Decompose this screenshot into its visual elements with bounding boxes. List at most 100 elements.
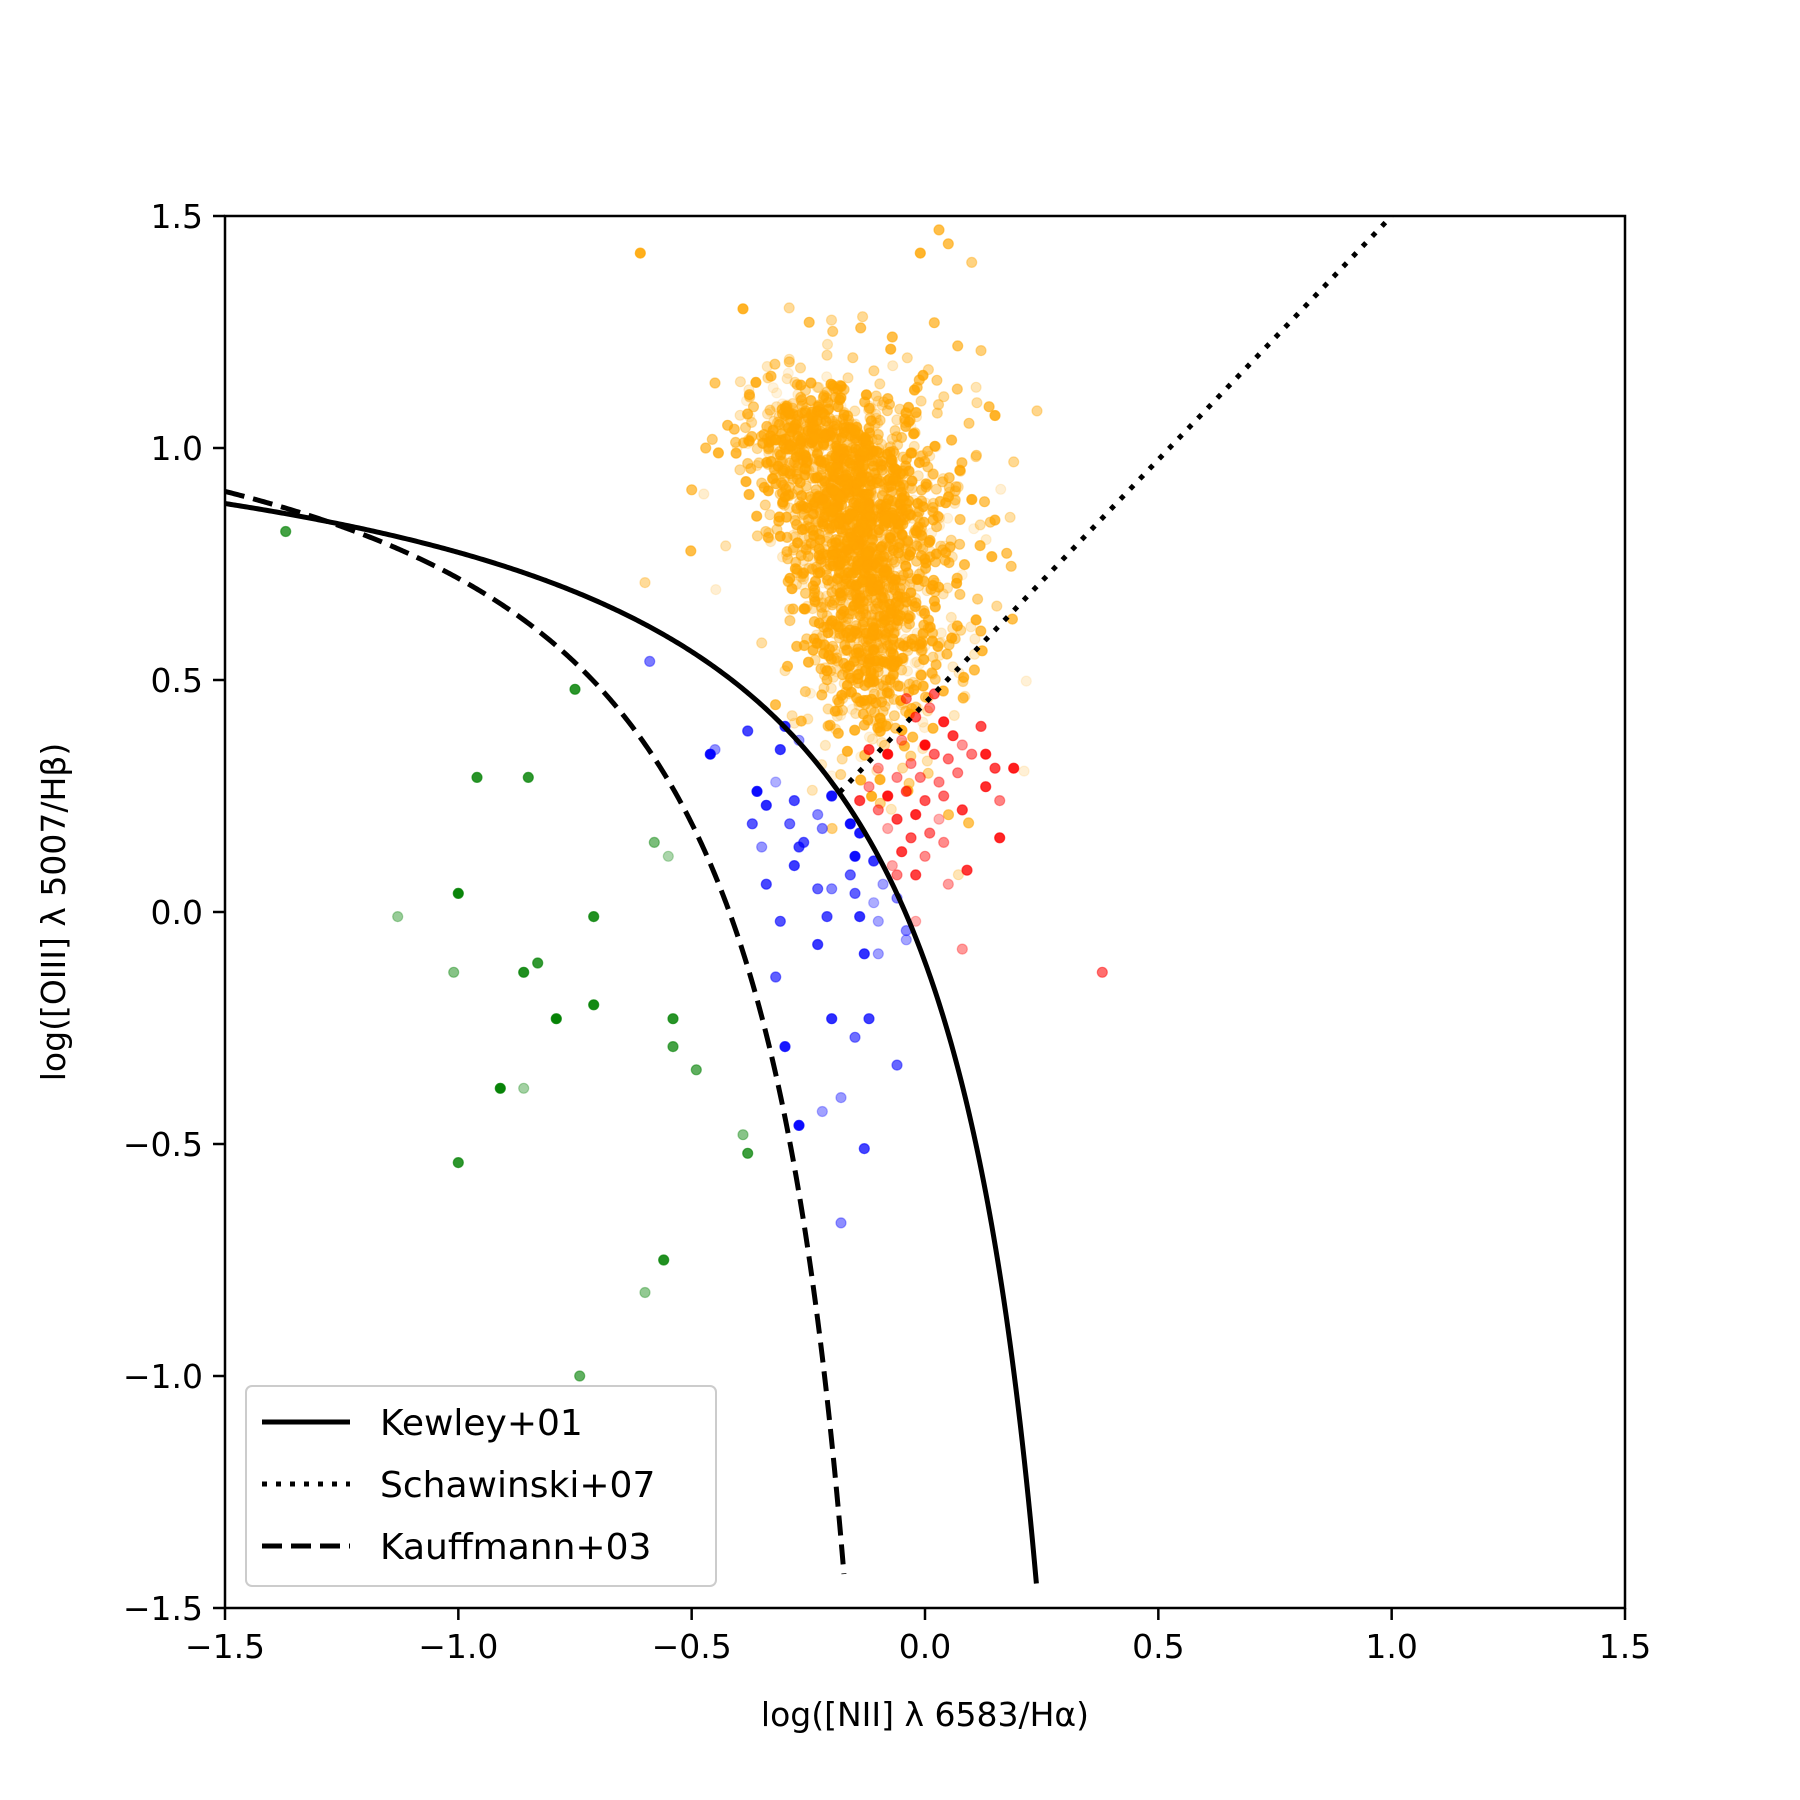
agn-point [791,423,803,435]
star-forming-point [639,1286,651,1299]
y-tick-label: −1.0 [123,1357,203,1396]
agn-point [821,338,834,350]
agn-point [771,523,783,536]
agn-point [894,638,906,651]
liner-point [933,813,945,825]
agn-point [885,528,897,541]
agn-point [905,750,917,762]
agn-point [970,451,982,463]
liner-point [882,822,894,835]
agn-point [835,603,848,615]
agn-point [908,384,921,396]
agn-point [744,391,756,403]
agn-point [758,481,770,493]
agn-point [891,431,903,443]
agn-point [850,692,863,704]
agn-point [743,390,755,402]
agn-point [806,602,819,615]
agn-point [876,489,888,501]
composite-point [774,915,786,927]
agn-point [802,656,815,668]
agn-point [742,437,754,450]
agn-point [894,680,906,693]
agn-point [822,505,834,517]
agn-point [773,515,785,527]
agn-point [794,477,806,489]
agn-point [872,526,884,539]
agn-point [932,510,944,523]
agn-point [865,635,877,647]
composite-point [868,897,880,909]
liner-point [891,771,903,784]
agn-point [831,666,843,678]
agn-point [825,314,838,326]
agn-point [970,381,982,393]
agn-point [846,442,858,454]
agn-point [807,552,819,564]
agn-point [879,591,891,604]
agn-point [826,425,838,437]
agn-point [770,478,782,490]
composite-point [816,822,828,835]
agn-point [849,724,861,736]
liner-point [910,808,922,821]
agn-point [808,587,821,599]
agn-point [795,715,807,727]
agn-point [836,753,848,765]
agn-point [764,535,777,548]
star-forming-point [588,910,600,923]
agn-point [862,585,874,597]
liner-point [952,767,964,779]
liner-point [854,794,866,807]
agn-point [991,600,1003,612]
agn-point [864,585,877,597]
agn-point [779,463,791,475]
liner-point [966,748,978,760]
liner-point [994,794,1006,807]
agn-point [863,402,876,414]
composite-point [858,948,870,960]
composite-point [788,859,800,872]
agn-point [966,256,978,268]
agn-point [769,434,782,446]
liner-point [938,716,950,728]
agn-point [906,475,918,487]
agn-point [805,537,817,549]
agn-point [825,653,838,665]
agn-point [743,488,755,501]
agn-point [857,460,869,473]
agn-point [639,576,651,589]
agn-point [970,449,983,461]
agn-point [706,433,718,445]
agn-point [846,589,858,601]
agn-point [928,507,940,519]
agn-point [802,436,815,448]
agn-point [913,506,925,518]
agn-point [894,481,906,493]
agn-point [803,316,815,328]
agn-point [984,516,996,528]
agn-point [814,566,826,579]
agn-point [887,647,899,660]
agn-point [881,565,893,577]
agn-point [779,665,791,677]
legend-label-schawinski: Schawinski+07 [380,1465,655,1506]
liner-point [956,739,968,751]
agn-point [856,311,869,323]
agn-point [862,555,874,568]
agn-point [893,541,905,554]
agn-point [908,428,920,440]
agn-point [784,614,796,627]
agn-point [965,621,977,633]
liner-point [900,785,912,798]
agn-point [743,389,756,401]
agn-point [844,624,856,636]
agn-point [870,594,882,606]
star-forming-point [742,1147,754,1159]
agn-point [753,457,765,469]
agn-point [968,523,980,535]
agn-point [913,457,926,469]
star-forming-point [518,1082,530,1094]
agn-point [915,395,927,407]
liner-point [980,748,992,760]
